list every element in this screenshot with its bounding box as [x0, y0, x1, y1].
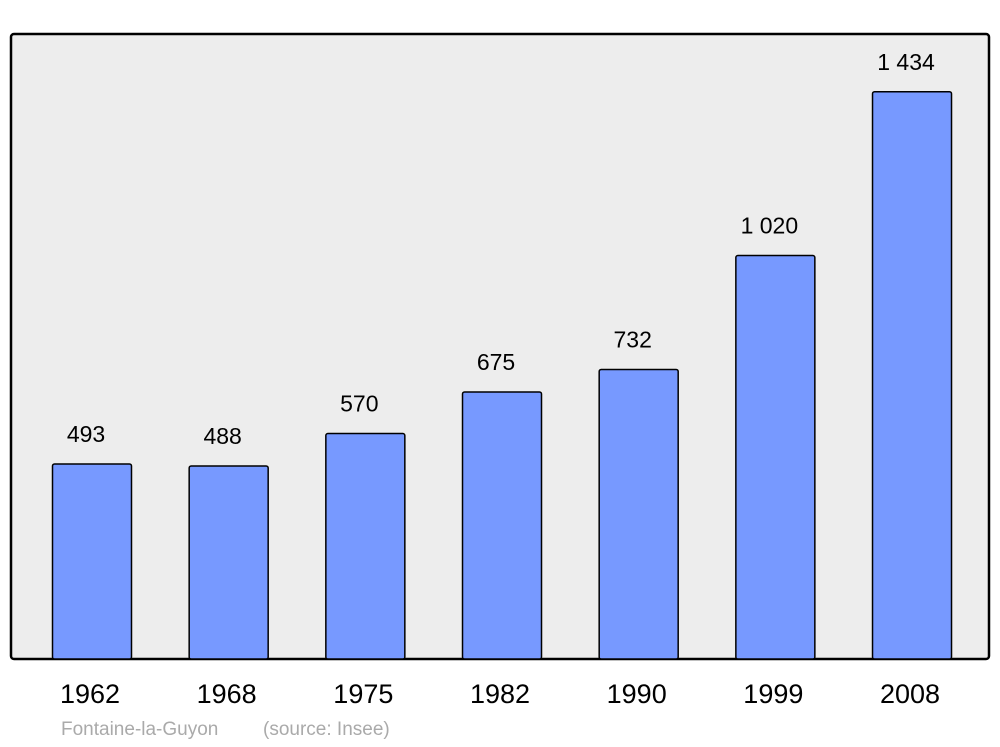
- bar: [325, 432, 406, 660]
- bar: [461, 391, 543, 660]
- value-label: 570: [340, 391, 378, 417]
- x-tick-label: 1982: [470, 679, 530, 709]
- value-label: 675: [477, 349, 515, 375]
- caption-source: (source: Insee): [263, 719, 390, 740]
- value-label: 1 434: [877, 49, 935, 75]
- bar: [735, 254, 816, 660]
- bar: [188, 465, 269, 660]
- x-tick-label: 1968: [197, 679, 257, 709]
- value-label: 1 020: [741, 213, 799, 239]
- x-tick-label: 1975: [333, 679, 393, 709]
- x-tick-label: 2008: [880, 679, 940, 709]
- caption-place: Fontaine-la-Guyon: [61, 719, 218, 740]
- value-label: 488: [203, 423, 241, 449]
- value-label: 732: [613, 327, 651, 353]
- value-label: 493: [67, 421, 105, 447]
- x-tick-label: 1999: [743, 679, 803, 709]
- bar: [871, 91, 953, 660]
- bar: [598, 368, 679, 660]
- x-tick-label: 1962: [60, 679, 120, 709]
- x-tick-label: 1990: [607, 679, 667, 709]
- bar: [51, 463, 133, 660]
